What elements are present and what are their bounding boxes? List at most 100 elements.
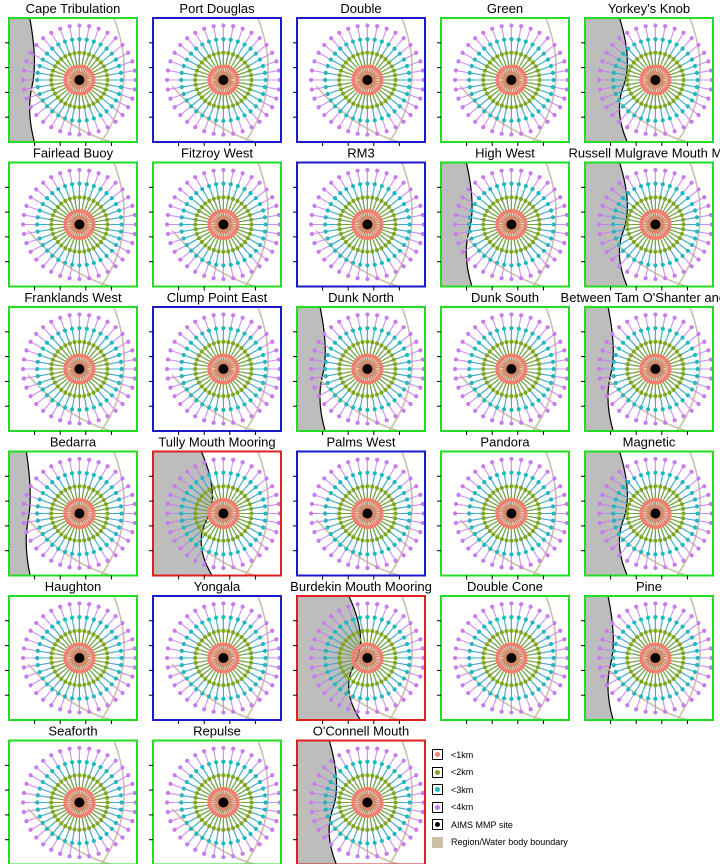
ring-point	[264, 42, 269, 48]
ring-point	[260, 91, 266, 97]
ring-point	[414, 249, 419, 254]
ring-point	[375, 168, 380, 173]
ring-point	[653, 181, 658, 186]
ring-point	[188, 196, 194, 201]
ring-point	[337, 366, 342, 372]
ring-point	[653, 325, 658, 331]
ring-point	[120, 546, 125, 551]
ring-point	[653, 118, 658, 124]
ring-point	[86, 392, 92, 397]
ring-point	[98, 60, 104, 65]
ring-point	[545, 201, 551, 207]
ring-point	[632, 42, 637, 47]
ring-point	[347, 346, 352, 351]
ring-point	[420, 68, 425, 73]
panel-title: RM3	[347, 146, 374, 161]
ring-point	[379, 116, 384, 121]
ring-point	[360, 393, 365, 398]
ring-point	[674, 331, 679, 336]
ring-point	[113, 180, 118, 185]
ring-point	[648, 340, 653, 345]
ring-point	[194, 480, 199, 485]
ring-point	[384, 315, 389, 320]
panel-content	[585, 162, 713, 287]
ring-point	[509, 312, 514, 317]
ring-point	[105, 558, 110, 563]
ring-point	[597, 376, 603, 381]
ring-point	[530, 60, 536, 65]
ring-point	[77, 167, 82, 173]
ring-point	[63, 487, 68, 492]
ring-point	[611, 359, 616, 364]
ring-point	[77, 339, 82, 344]
ring-point	[194, 68, 200, 73]
ring-point	[408, 257, 413, 262]
ring-point	[386, 384, 392, 389]
ring-point	[346, 273, 351, 278]
ring-point	[393, 217, 398, 222]
ring-point	[62, 260, 68, 266]
ring-point	[481, 82, 486, 87]
ring-point	[24, 530, 29, 535]
ring-point	[626, 68, 632, 73]
ring-point	[228, 37, 233, 42]
ring-point	[50, 376, 56, 381]
ring-point	[37, 63, 42, 69]
ring-point	[253, 248, 258, 253]
ring-point	[235, 198, 240, 203]
ring-point	[509, 263, 514, 268]
ring-point	[638, 39, 644, 44]
ring-point	[523, 364, 528, 369]
ring-point	[519, 276, 524, 281]
ring-point	[126, 105, 131, 110]
ring-point	[337, 319, 342, 324]
ring-point	[322, 401, 327, 407]
ring-point	[67, 341, 72, 346]
map-panel: Double	[293, 1, 426, 146]
ring-point	[226, 51, 231, 56]
ring-point	[545, 57, 551, 62]
ring-point	[386, 95, 392, 100]
ring-point	[533, 64, 538, 69]
map-panel: High West	[437, 146, 570, 291]
panel-frame	[296, 17, 426, 143]
ring-point	[634, 129, 639, 134]
ring-point	[168, 203, 173, 208]
ring-point	[325, 63, 330, 69]
ring-point	[67, 420, 72, 425]
ring-point	[418, 203, 423, 208]
ring-point	[188, 51, 194, 56]
ring-point	[264, 112, 269, 118]
ring-point	[52, 525, 58, 530]
ring-point	[96, 418, 101, 423]
ring-point	[527, 243, 532, 248]
ring-point	[355, 341, 360, 346]
ring-point	[516, 118, 521, 123]
ring-point	[207, 101, 212, 106]
ring-point	[35, 215, 40, 220]
ring-point	[350, 116, 356, 121]
ring-point	[626, 398, 631, 403]
ring-point	[490, 171, 495, 176]
ring-point	[77, 565, 82, 571]
ring-point	[206, 260, 212, 266]
ring-point	[518, 52, 524, 57]
ring-point	[420, 357, 425, 362]
ring-point	[351, 246, 356, 251]
ring-point	[466, 112, 471, 118]
ring-point	[495, 101, 500, 106]
ring-point	[466, 42, 471, 48]
ring-point	[49, 414, 54, 419]
ring-point	[634, 26, 639, 31]
ring-point	[337, 77, 342, 83]
ring-point	[370, 195, 375, 200]
panel-title: Green	[487, 1, 523, 16]
ring-point	[98, 95, 104, 100]
ring-point	[226, 340, 231, 345]
ring-point	[132, 501, 137, 507]
ring-point	[530, 384, 536, 389]
ring-point	[616, 242, 621, 248]
ring-point	[235, 39, 240, 44]
ring-point	[379, 390, 384, 395]
ring-point	[613, 352, 618, 358]
